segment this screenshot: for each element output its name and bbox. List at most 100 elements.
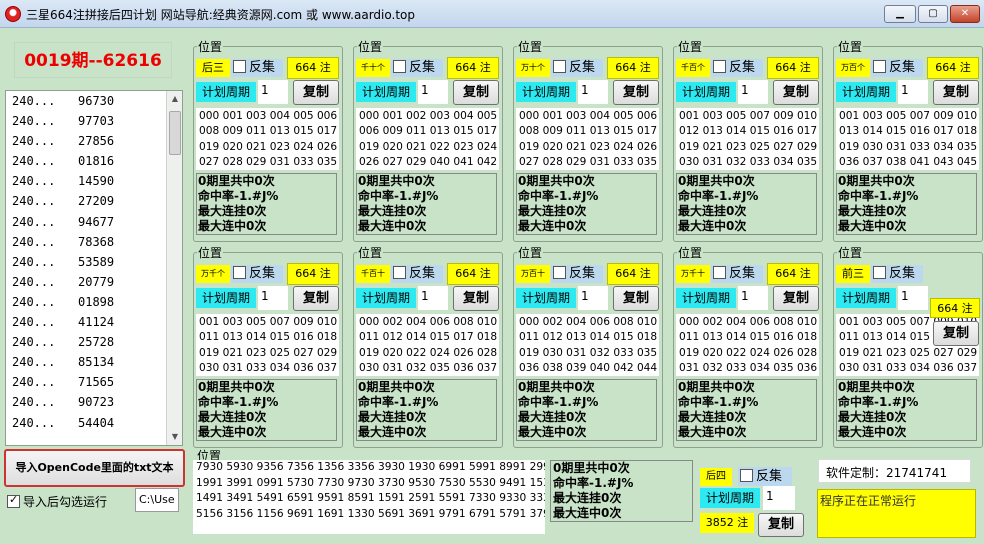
- numbers-box[interactable]: 001 003 005 007 009 010 012 013 014 015 …: [676, 108, 819, 170]
- invert-checkbox[interactable]: [713, 266, 726, 279]
- list-item[interactable]: 240... 97703: [6, 111, 168, 131]
- period-input[interactable]: 1: [898, 80, 928, 104]
- invert-option[interactable]: 反集: [231, 59, 283, 77]
- list-item[interactable]: 240... 27209: [6, 191, 168, 211]
- stat-rate: 命中率-1.#J%: [838, 189, 919, 203]
- numbers-box[interactable]: 000 001 002 003 004 005 006 009 011 013 …: [356, 108, 499, 170]
- period-input[interactable]: 1: [258, 286, 288, 310]
- list-item[interactable]: 240... 54404: [6, 413, 168, 433]
- invert-checkbox[interactable]: [740, 469, 753, 482]
- period-input[interactable]: 1: [418, 80, 448, 104]
- list-item[interactable]: 240... 01816: [6, 151, 168, 171]
- numbers-box[interactable]: 001 003 005 007 009 010 011 013 014 015 …: [196, 314, 339, 376]
- invert-option[interactable]: 反集: [871, 59, 923, 77]
- invert-label: 反集: [889, 60, 916, 75]
- list-item[interactable]: 240... 90723: [6, 392, 168, 412]
- period-input[interactable]: 1: [258, 80, 288, 104]
- period-input[interactable]: 1: [898, 286, 928, 310]
- list-scrollbar[interactable]: ▲ ▼: [166, 91, 182, 445]
- invert-checkbox[interactable]: [553, 60, 566, 73]
- stats-box: 0期里共中0次 命中率-1.#J% 最大连挂0次 最大连中0次: [676, 379, 817, 441]
- numbers-box[interactable]: 000 002 004 006 008 010 011 013 014 015 …: [676, 314, 819, 376]
- invert-checkbox[interactable]: [553, 266, 566, 279]
- period-input[interactable]: 1: [738, 286, 768, 310]
- invert-option[interactable]: 反集: [711, 59, 763, 77]
- list-item[interactable]: 240... 20779: [6, 272, 168, 292]
- count-label: 664 注: [287, 263, 339, 285]
- invert-option[interactable]: 反集: [711, 265, 763, 283]
- invert-checkbox[interactable]: [233, 266, 246, 279]
- bottom-position-group: 位置 7930 5930 9356 7356 1356 3356 3930 19…: [188, 450, 550, 534]
- stat-miss-streak: 最大连挂0次: [358, 410, 427, 424]
- invert-checkbox[interactable]: [873, 60, 886, 73]
- issue-number: 240...: [12, 174, 56, 189]
- invert-checkbox[interactable]: [393, 266, 406, 279]
- list-item[interactable]: 240... 71565: [6, 372, 168, 392]
- copy-button[interactable]: 复制: [293, 286, 339, 311]
- list-item[interactable]: 240... 94677: [6, 212, 168, 232]
- numbers-box[interactable]: 001 003 005 007 009 010 013 014 015 016 …: [836, 108, 979, 170]
- list-item[interactable]: 240... 14590: [6, 171, 168, 191]
- list-item[interactable]: 240... 78368: [6, 232, 168, 252]
- stat-hit-streak: 最大连中0次: [553, 506, 622, 520]
- invert-checkbox[interactable]: [393, 60, 406, 73]
- numbers-box[interactable]: 000 002 004 006 008 010 011 012 013 014 …: [516, 314, 659, 376]
- history-list[interactable]: 240... 96730 240... 97703 240... 27856 240... 0…: [5, 90, 183, 446]
- scroll-up-icon[interactable]: ▲: [171, 94, 179, 103]
- list-item[interactable]: 240... 01898: [6, 292, 168, 312]
- title-bar: 三星664注拼接后四计划 网站导航:经典资源网.com 或 www.aardio…: [0, 0, 984, 28]
- invert-checkbox[interactable]: [713, 60, 726, 73]
- issue-number: 240...: [12, 274, 56, 289]
- stat-miss-streak: 最大连挂0次: [678, 410, 747, 424]
- list-item[interactable]: 240... 53589: [6, 252, 168, 272]
- list-item[interactable]: 240... 85134: [6, 352, 168, 372]
- copy-button[interactable]: 复制: [773, 286, 819, 311]
- invert-checkbox[interactable]: [873, 266, 886, 279]
- invert-checkbox[interactable]: [233, 60, 246, 73]
- copy-button[interactable]: 复制: [613, 286, 659, 311]
- list-item[interactable]: 240... 27856: [6, 131, 168, 151]
- list-item[interactable]: 240... 41124: [6, 312, 168, 332]
- draw-code: 27209: [78, 194, 115, 209]
- auto-run-checkbox[interactable]: [7, 493, 20, 508]
- stats-box: 0期里共中0次 命中率-1.#J% 最大连挂0次 最大连中0次: [356, 173, 497, 235]
- copy-button[interactable]: 复制: [453, 80, 499, 105]
- numbers-box[interactable]: 000 001 003 004 005 006 008 009 011 013 …: [196, 108, 339, 170]
- extra-copy-button[interactable]: 复制: [933, 321, 979, 346]
- copy-button[interactable]: 复制: [453, 286, 499, 311]
- position-mode-label: 万百十: [516, 265, 550, 283]
- auto-run-option[interactable]: 导入后勾选运行: [7, 493, 107, 510]
- maximize-button[interactable]: ▢: [918, 5, 948, 23]
- close-button[interactable]: ✕: [950, 5, 980, 23]
- stats-box: 0期里共中0次 命中率-1.#J% 最大连挂0次 最大连中0次: [836, 173, 977, 235]
- invert-option[interactable]: 反集: [391, 59, 443, 77]
- numbers-box[interactable]: 000 001 003 004 005 006 008 009 011 013 …: [516, 108, 659, 170]
- invert-option[interactable]: 反集: [391, 265, 443, 283]
- bottom-invert-option[interactable]: 反集: [738, 467, 792, 486]
- period-input[interactable]: 1: [738, 80, 768, 104]
- invert-option[interactable]: 反集: [231, 265, 283, 283]
- copy-button[interactable]: 复制: [293, 80, 339, 105]
- copy-button[interactable]: 复制: [613, 80, 659, 105]
- issue-number: 240...: [12, 315, 56, 330]
- list-item[interactable]: 240... 96730: [6, 91, 168, 111]
- invert-option[interactable]: 反集: [551, 59, 603, 77]
- invert-option[interactable]: 反集: [551, 265, 603, 283]
- period-input[interactable]: 1: [418, 286, 448, 310]
- import-opencode-button[interactable]: 导入OpenCode里面的txt文本: [4, 449, 185, 487]
- scroll-thumb[interactable]: [169, 111, 181, 155]
- scroll-down-icon[interactable]: ▼: [171, 432, 179, 441]
- path-input[interactable]: C:\Use: [135, 488, 179, 512]
- copy-button[interactable]: 复制: [773, 80, 819, 105]
- bottom-numbers-box[interactable]: 7930 5930 9356 7356 1356 3356 3930 1930 …: [193, 460, 545, 534]
- numbers-box[interactable]: 000 002 004 006 008 010 011 012 014 015 …: [356, 314, 499, 376]
- bottom-period-input[interactable]: 1: [763, 486, 795, 510]
- period-input[interactable]: 1: [578, 80, 608, 104]
- period-input[interactable]: 1: [578, 286, 608, 310]
- list-item[interactable]: 240... 25728: [6, 332, 168, 352]
- copy-button[interactable]: 复制: [933, 80, 979, 105]
- period-label: 计划周期: [356, 82, 416, 102]
- minimize-button[interactable]: ▁: [884, 5, 916, 23]
- invert-option[interactable]: 反集: [871, 265, 923, 283]
- bottom-copy-button[interactable]: 复制: [758, 513, 804, 537]
